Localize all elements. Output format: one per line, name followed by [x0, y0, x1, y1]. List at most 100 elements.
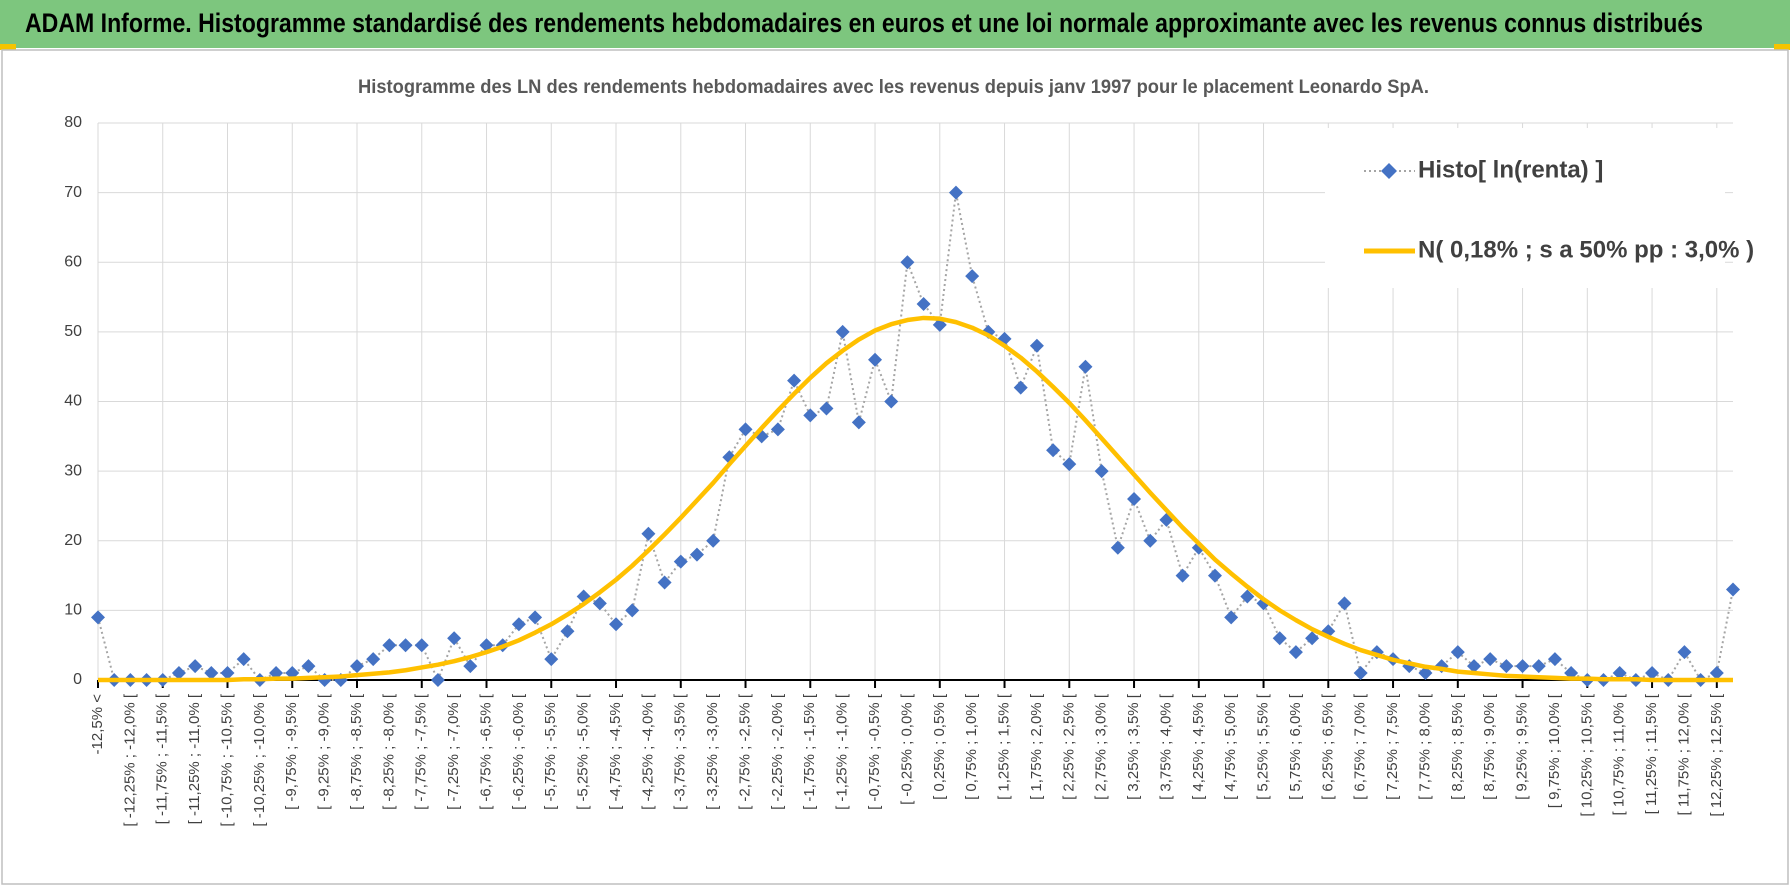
data-point [1466, 659, 1481, 674]
x-tick-label: [ 9,25% ; 9,5% [ [1514, 693, 1531, 800]
data-point [1110, 540, 1125, 555]
data-point [1143, 533, 1158, 548]
data-point [819, 401, 834, 416]
corner [0, 44, 16, 50]
x-tick-label: [ 5,25% ; 5,5% [ [1255, 693, 1272, 800]
data-point [948, 185, 963, 200]
data-point [1127, 491, 1142, 506]
data-point [609, 617, 624, 632]
y-tick-label: 30 [64, 462, 82, 479]
x-tick-label: [ -9,25% ; -9,0% [ [316, 693, 333, 810]
x-tick-label: [ -0,25% ; 0,0% [ [898, 693, 915, 805]
data-point [382, 638, 397, 653]
series-line [98, 315, 1733, 683]
data-point [1224, 610, 1239, 625]
x-tick-label: [ -7,75% ; -7,5% [ [413, 693, 430, 810]
x-tick-label: [ 2,25% ; 2,5% [ [1060, 693, 1077, 800]
x-tick-label: [ 11,25% ; 11,5% [ [1643, 693, 1660, 814]
y-tick-label: 40 [64, 393, 82, 410]
data-point [625, 603, 640, 618]
data-point [414, 638, 429, 653]
chart-border [1, 49, 1789, 885]
data-point [641, 526, 656, 541]
data-point [1272, 631, 1287, 646]
data-point [301, 659, 316, 674]
data-point [1094, 464, 1109, 479]
data-point [868, 352, 883, 367]
data-point [188, 659, 203, 674]
data-point [835, 324, 850, 339]
data-point [220, 666, 235, 681]
data-point [1726, 582, 1740, 597]
legend-box [1325, 128, 1725, 288]
x-tick-label: [ 6,25% ; 6,5% [ [1319, 693, 1336, 800]
data-point [1029, 338, 1044, 353]
x-tick-label: [ -4,25% ; -4,0% [ [639, 693, 656, 810]
x-tick-label: [ 5,75% ; 6,0% [ [1287, 693, 1304, 800]
x-tick-label: [ -11,75% ; -11,5% [ [154, 693, 171, 824]
data-point [1013, 380, 1028, 395]
data-point [1337, 596, 1352, 611]
x-tick-label: [ -1,25% ; -1,0% [ [834, 693, 851, 810]
data-point [673, 554, 688, 569]
x-tick-label: [ -8,75% ; -8,5% [ [348, 693, 365, 810]
data-point [204, 666, 219, 681]
corner [1774, 44, 1790, 50]
x-tick-label: [ 3,25% ; 3,5% [ [1125, 693, 1142, 800]
data-point [1645, 666, 1660, 681]
x-tick-label: [ -3,75% ; -3,5% [ [672, 693, 689, 810]
data-point [1175, 568, 1190, 583]
x-tick-label: [ -9,75% ; -9,5% [ [283, 693, 300, 810]
x-tick-label: [ -10,75% ; -10,5% [ [218, 693, 235, 826]
legend-swatch [1381, 163, 1397, 179]
data-point [1531, 659, 1546, 674]
x-tick-label: [ 6,75% ; 7,0% [ [1352, 693, 1369, 800]
data-point [1288, 645, 1303, 660]
x-tick-label: [ -5,25% ; -5,0% [ [575, 693, 592, 810]
data-point [1418, 666, 1433, 681]
x-tick-label: [ 3,75% ; 4,0% [ [1157, 693, 1174, 800]
data-point [1499, 659, 1514, 674]
x-tick-label: [ -11,25% ; -11,0% [ [186, 693, 203, 824]
data-point [803, 408, 818, 423]
data-point [787, 373, 802, 388]
x-tick-label: [ 8,25% ; 8,5% [ [1449, 693, 1466, 800]
legend-label: N( 0,18% ; s a 50% pp : 3,0% ) [1418, 236, 1754, 263]
data-point [770, 422, 785, 437]
x-tick-label: [ -3,25% ; -3,0% [ [704, 693, 721, 810]
data-point [366, 652, 381, 667]
header-band [0, 0, 1790, 48]
data-point [965, 269, 980, 284]
x-tick-label: [ 11,75% ; 12,0% [ [1675, 693, 1692, 815]
data-point [1078, 359, 1093, 374]
data-point [544, 652, 559, 667]
x-tick-label: [ -10,25% ; -10,0% [ [251, 693, 268, 826]
data-point [1709, 666, 1724, 681]
x-tick-label: [ -2,25% ; -2,0% [ [769, 693, 786, 810]
data-point [1046, 443, 1061, 458]
data-point [430, 673, 445, 687]
x-tick-label: [ 0,75% ; 1,0% [ [963, 693, 980, 800]
x-tick-label: [ -12,25% ; -12,0% [ [121, 693, 138, 826]
data-point [592, 596, 607, 611]
x-tick-label: [ -7,25% ; -7,0% [ [445, 693, 462, 810]
y-tick-label: 0 [73, 671, 82, 688]
data-point [738, 422, 753, 437]
x-tick-label: [ 4,75% ; 5,0% [ [1222, 693, 1239, 800]
x-tick-label: [ 9,75% ; 10,0% [ [1546, 693, 1563, 808]
x-tick-label: [ -5,75% ; -5,5% [ [542, 693, 559, 810]
x-tick-label: [ 4,25% ; 4,5% [ [1190, 693, 1207, 800]
data-point [91, 610, 105, 625]
x-tick-label: [ 2,75% ; 3,0% [ [1093, 693, 1110, 800]
x-tick-label: [ -1,75% ; -1,5% [ [801, 693, 818, 810]
data-point [1612, 666, 1627, 681]
y-tick-label: 50 [64, 323, 82, 340]
data-point [1547, 652, 1562, 667]
x-tick-label: [ 0,25% ; 0,5% [ [931, 693, 948, 800]
x-tick-label: [ 1,75% ; 2,0% [ [1028, 693, 1045, 800]
data-point [560, 624, 575, 639]
data-point [706, 533, 721, 548]
data-point [463, 659, 478, 674]
x-tick-label: [ 10,75% ; 11,0% [ [1611, 693, 1628, 815]
